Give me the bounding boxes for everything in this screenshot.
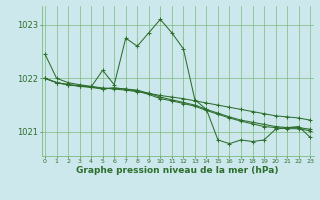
X-axis label: Graphe pression niveau de la mer (hPa): Graphe pression niveau de la mer (hPa) [76,166,279,175]
